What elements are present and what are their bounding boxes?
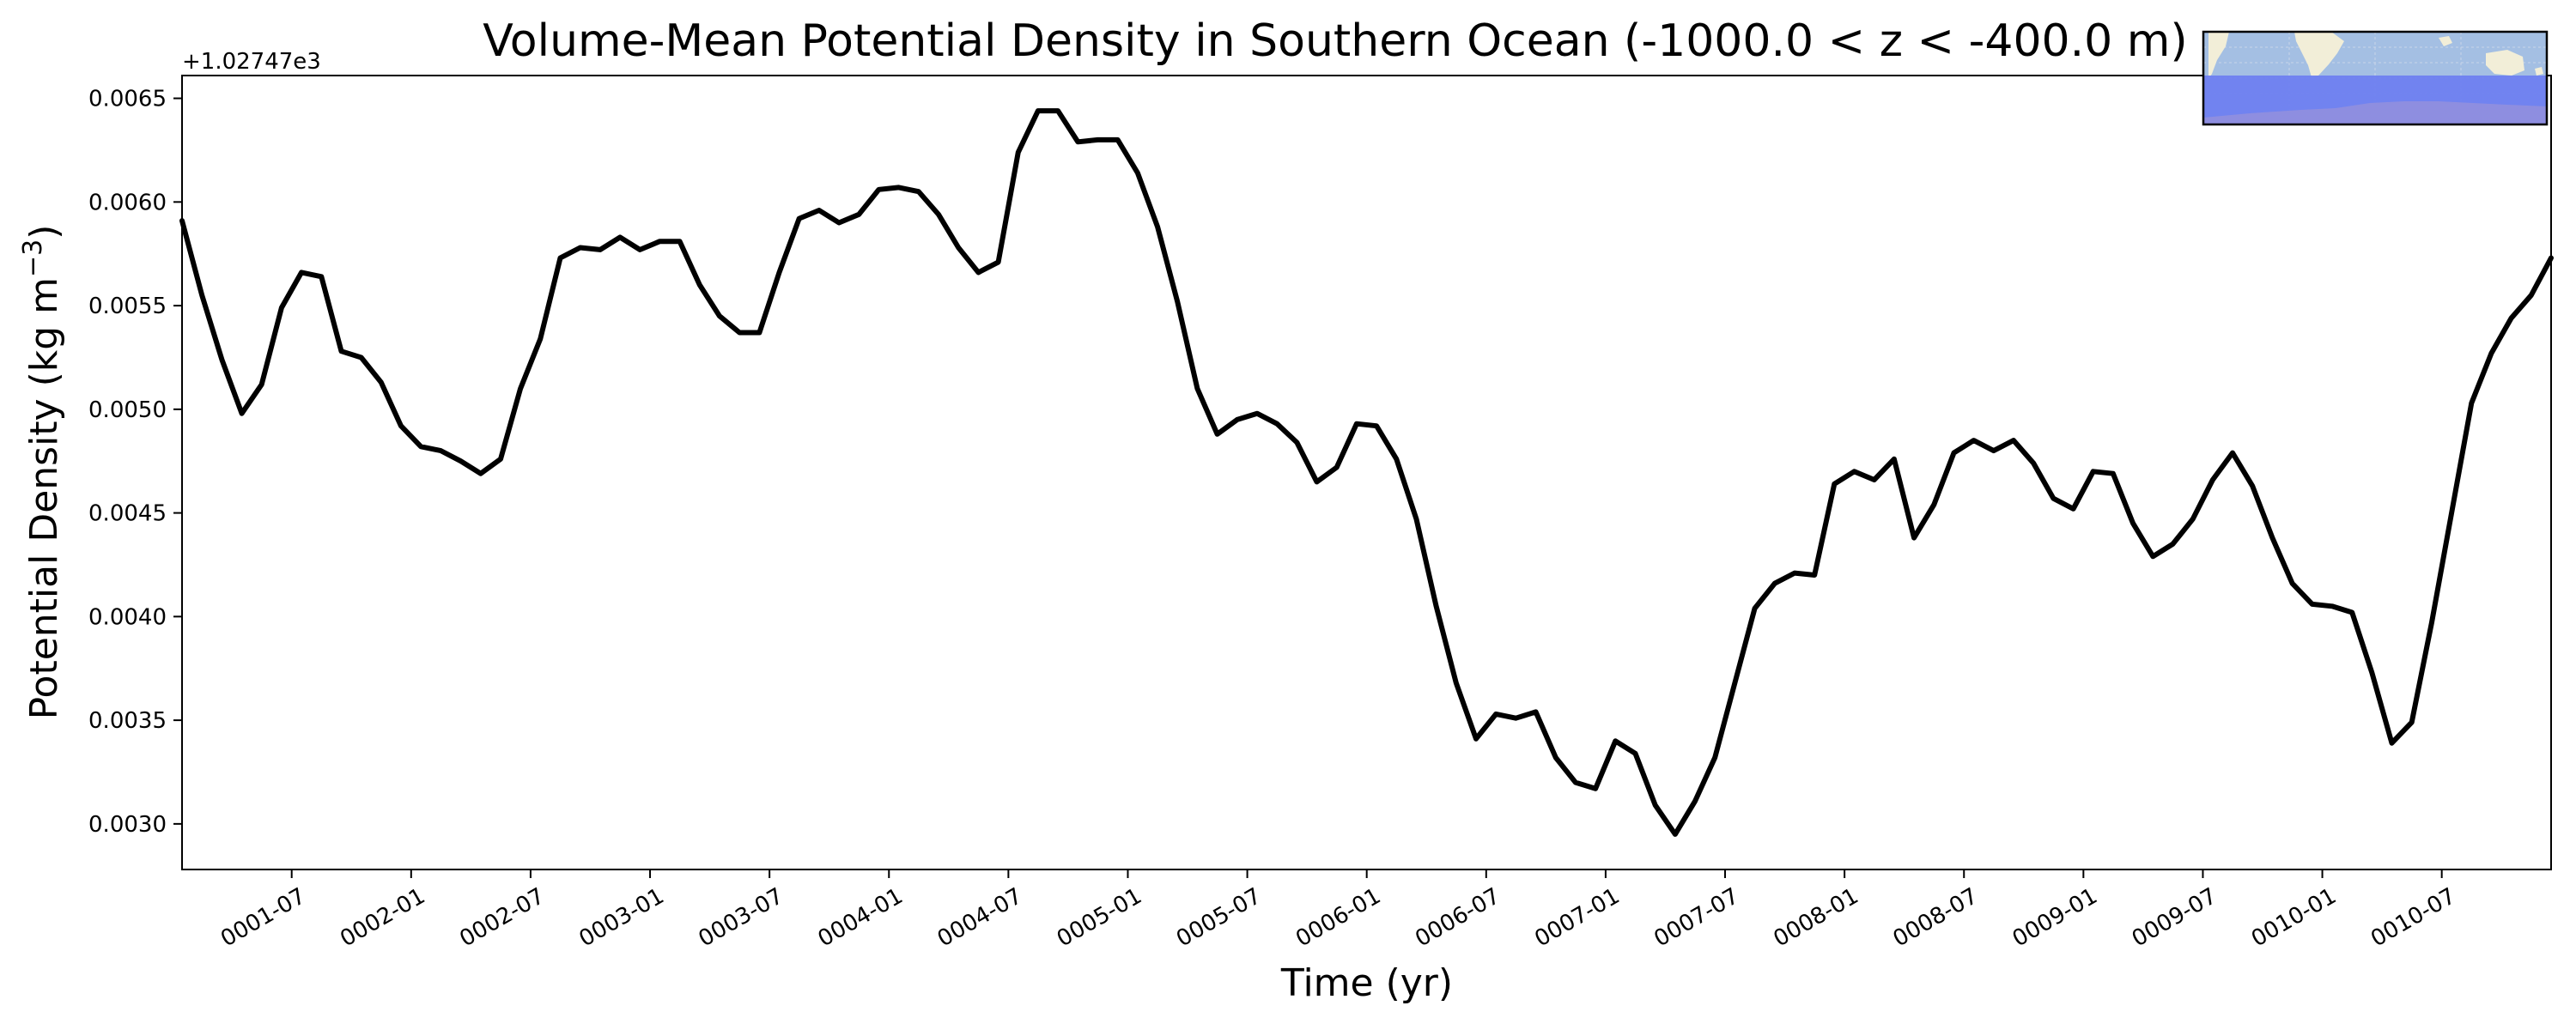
inset-land-africa bbox=[2294, 32, 2344, 77]
x-tick-label: 0003-07 bbox=[695, 883, 788, 952]
y-axis-label: Potential Density (kg m−3) bbox=[18, 225, 66, 720]
x-tick-label: 0003-01 bbox=[574, 883, 668, 952]
x-tick-label: 0010-01 bbox=[2247, 883, 2341, 952]
inset-antarctica bbox=[2203, 101, 2547, 124]
x-tick-label: 0007-07 bbox=[1649, 883, 1743, 952]
y-tick-label: 0.0045 bbox=[88, 501, 167, 527]
inset-region-map bbox=[2202, 30, 2549, 126]
x-tick-label: 0001-07 bbox=[216, 883, 310, 952]
x-tick-label: 0002-07 bbox=[455, 883, 549, 952]
y-tick-label: 0.0050 bbox=[88, 397, 167, 423]
y-tick-label: 0.0030 bbox=[88, 812, 167, 838]
x-axis-ticks: 0001-07 0002-01 0002-07 0003-01 0003-07 0004-… bbox=[216, 869, 2460, 952]
inset-frame bbox=[2202, 30, 2549, 126]
x-tick-label: 0009-01 bbox=[2008, 883, 2102, 952]
density-series-line bbox=[179, 108, 2554, 837]
inset-land-islands bbox=[2439, 36, 2543, 76]
x-axis-label: Time (yr) bbox=[1280, 961, 1453, 1005]
inset-land-australia bbox=[2486, 50, 2524, 76]
x-tick-label: 0007-01 bbox=[1530, 883, 1624, 952]
x-tick-label: 0005-01 bbox=[1053, 883, 1146, 952]
x-tick-label: 0004-07 bbox=[933, 883, 1027, 952]
plot-area bbox=[181, 75, 2552, 870]
x-tick-label: 0010-07 bbox=[2366, 883, 2460, 952]
y-tick-label: 0.0065 bbox=[88, 87, 167, 112]
y-tick-label: 0.0060 bbox=[88, 190, 167, 215]
inset-land-south-america bbox=[2208, 32, 2229, 79]
y-offset-text: +1.02747e3 bbox=[182, 49, 321, 75]
y-tick-label: 0.0040 bbox=[88, 604, 167, 630]
y-tick-label: 0.0055 bbox=[88, 294, 167, 319]
chart-title: Volume-Mean Potential Density in Souther… bbox=[483, 15, 2187, 67]
x-tick-label: 0008-07 bbox=[1889, 883, 1983, 952]
x-tick-label: 0002-01 bbox=[336, 883, 429, 952]
y-tick-label: 0.0035 bbox=[88, 708, 167, 734]
y-axis-ticks: 0.0030 0.0035 0.0040 0.0045 0.0050 0.0055 0.00… bbox=[88, 87, 182, 838]
x-tick-label: 0004-01 bbox=[814, 883, 908, 952]
x-tick-label: 0008-01 bbox=[1770, 883, 1863, 952]
x-tick-label: 0005-07 bbox=[1172, 883, 1266, 952]
x-tick-label: 0006-01 bbox=[1291, 883, 1385, 952]
x-tick-label: 0006-07 bbox=[1411, 883, 1504, 952]
x-tick-label: 0009-07 bbox=[2128, 883, 2221, 952]
